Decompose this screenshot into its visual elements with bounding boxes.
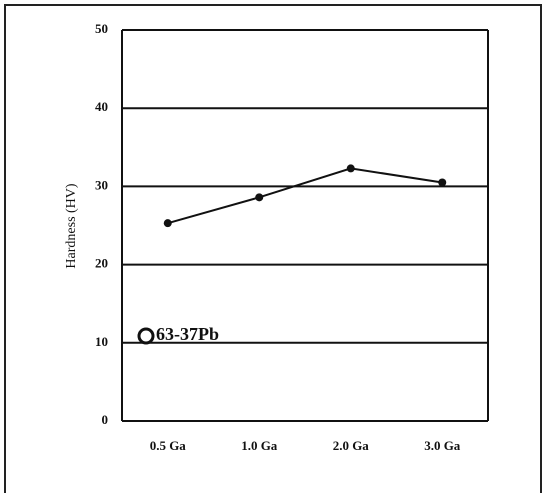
y-axis-label: Hardness (HV) (64, 183, 79, 268)
x-tick-label: 3.0 Ga (424, 438, 461, 453)
point (163, 219, 172, 228)
x-tick-label: 1.0 Ga (241, 438, 278, 453)
point (255, 193, 264, 202)
x-tick-label: 2.0 Ga (333, 438, 370, 453)
legend-label: 63-37Pb (156, 324, 219, 344)
line (167, 167, 443, 225)
point (346, 164, 355, 173)
y-tick-label: 40 (95, 99, 108, 114)
x-tick-label: 0.5 Ga (150, 438, 187, 453)
frame (4, 4, 542, 493)
y-tick-label: 20 (95, 256, 108, 271)
y-tick-label: 10 (95, 334, 108, 349)
y-tick-label: 50 (95, 21, 108, 36)
y-tick-label: 30 (95, 177, 108, 192)
point (438, 178, 447, 187)
legend-marker (137, 327, 155, 345)
y-tick-label: 0 (102, 412, 109, 427)
